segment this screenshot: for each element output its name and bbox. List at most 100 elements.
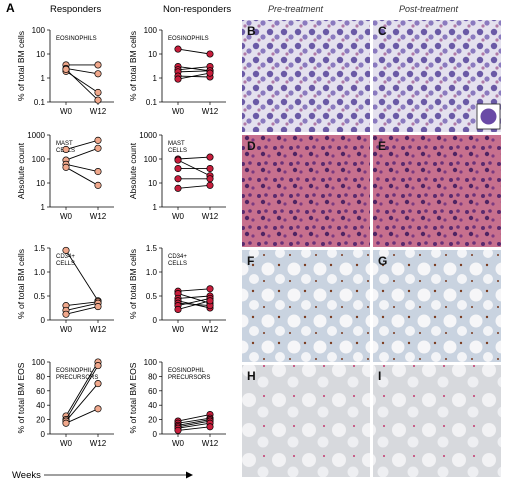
series-line	[177, 420, 211, 428]
micrograph-image	[242, 365, 370, 477]
series-line	[177, 159, 211, 177]
y-tick-label: 1000	[27, 131, 45, 140]
series-line	[177, 66, 211, 71]
y-tick-label: 20	[36, 416, 45, 425]
y-tick-label: 60	[148, 387, 157, 396]
x-tick-label: W12	[90, 325, 107, 334]
data-point	[62, 419, 70, 427]
y-tick-label: 1.5	[34, 244, 46, 253]
series-line	[65, 365, 99, 420]
series-line	[65, 302, 99, 311]
column-header-responders: Responders	[50, 4, 101, 15]
data-point	[174, 175, 182, 183]
header-pretreatment: Pre-treatment	[268, 4, 324, 14]
inset-cell	[480, 108, 497, 125]
y-axis-label: % of total BM EOS	[128, 362, 138, 433]
series-line	[177, 293, 211, 304]
y-tick-label: 100	[32, 155, 46, 164]
y-tick-label: 100	[32, 358, 46, 367]
y-tick-label: 20	[148, 416, 157, 425]
series-line	[177, 66, 211, 72]
series-line	[65, 301, 99, 307]
series-line	[65, 306, 99, 315]
panel-label: EOSINOPHIL	[168, 368, 205, 374]
series-line	[177, 48, 211, 55]
y-tick-label: 0.1	[34, 98, 46, 107]
data-point	[206, 165, 214, 173]
y-tick-label: 10	[36, 50, 45, 59]
data-point	[206, 69, 214, 77]
micrograph-image	[373, 135, 501, 247]
data-point	[174, 305, 182, 313]
x-tick-label: W12	[202, 325, 219, 334]
panel-label: CD34+	[56, 254, 75, 260]
x-tick-label: W0	[60, 212, 73, 221]
y-tick-label: 10	[148, 50, 157, 59]
data-point	[174, 184, 182, 192]
y-axis-label: Absolute count	[16, 142, 26, 199]
series-line	[177, 300, 211, 310]
x-tick-label: W12	[90, 212, 107, 221]
y-tick-label: 1	[41, 74, 46, 83]
y-axis-label: % of total BM cells	[128, 31, 138, 101]
series-line	[177, 422, 211, 429]
micrograph-image	[373, 365, 501, 477]
chart-eos-resp: 0.1 1 10 100 W0 W12 % of total BM cells EOSINOP…	[16, 26, 114, 116]
panel-letter-a: A	[6, 1, 15, 15]
data-point	[174, 165, 182, 173]
series-line	[65, 166, 99, 186]
micrograph-image	[242, 135, 370, 247]
panel-label: CELLS	[56, 261, 75, 267]
y-tick-label: 1	[153, 74, 158, 83]
y-tick-label: 1	[153, 203, 158, 212]
data-point	[174, 45, 182, 53]
micrograph-f: F	[242, 250, 370, 362]
data-point	[174, 75, 182, 83]
data-point	[206, 50, 214, 58]
series-line	[177, 297, 211, 307]
micrograph-image	[242, 20, 370, 132]
y-tick-label: 1.0	[34, 268, 46, 277]
data-point	[94, 136, 102, 144]
panel-label: PRECURSORS	[56, 375, 98, 381]
data-point	[206, 423, 214, 431]
micrograph-e: E	[373, 135, 501, 247]
y-tick-label: 0.5	[146, 292, 158, 301]
micrograph-h: H	[242, 365, 370, 477]
data-point	[62, 246, 70, 254]
data-point	[206, 181, 214, 189]
y-tick-label: 80	[36, 372, 45, 381]
y-tick-label: 60	[36, 387, 45, 396]
series-line	[177, 302, 211, 307]
panel-label: EOSINOPHILS	[56, 36, 97, 42]
micrograph-image	[242, 250, 370, 362]
data-point	[94, 181, 102, 189]
panel-label: CELLS	[168, 261, 187, 267]
weeks-label: Weeks	[12, 470, 41, 481]
x-tick-label: W0	[60, 439, 73, 448]
panel-letter-d: D	[247, 139, 256, 153]
data-point	[62, 145, 70, 153]
x-tick-label: W0	[60, 107, 73, 116]
micrograph-d: D	[242, 135, 370, 247]
y-tick-label: 1.0	[146, 268, 158, 277]
data-point	[206, 153, 214, 161]
chart-cd34-nonresp: 0 0.5 1.0 1.5 W0 W12 % of total BM cells CD34+C…	[128, 244, 226, 334]
data-point	[94, 167, 102, 176]
data-point	[174, 426, 182, 434]
series-line	[65, 68, 99, 75]
micrograph-b: B	[242, 20, 370, 132]
y-tick-label: 100	[32, 26, 46, 35]
panel-label: PRECURSORS	[168, 375, 210, 381]
series-line	[65, 408, 99, 424]
data-point	[62, 163, 70, 171]
data-point	[94, 405, 102, 413]
micrograph-c-inset	[476, 103, 501, 130]
panel-letter-f: F	[247, 254, 254, 268]
panel-letter-e: E	[378, 139, 386, 153]
column-header-nonresponders: Non-responders	[163, 4, 231, 15]
series-line	[177, 72, 211, 80]
x-tick-label: W0	[60, 325, 73, 334]
series-line	[177, 414, 211, 422]
